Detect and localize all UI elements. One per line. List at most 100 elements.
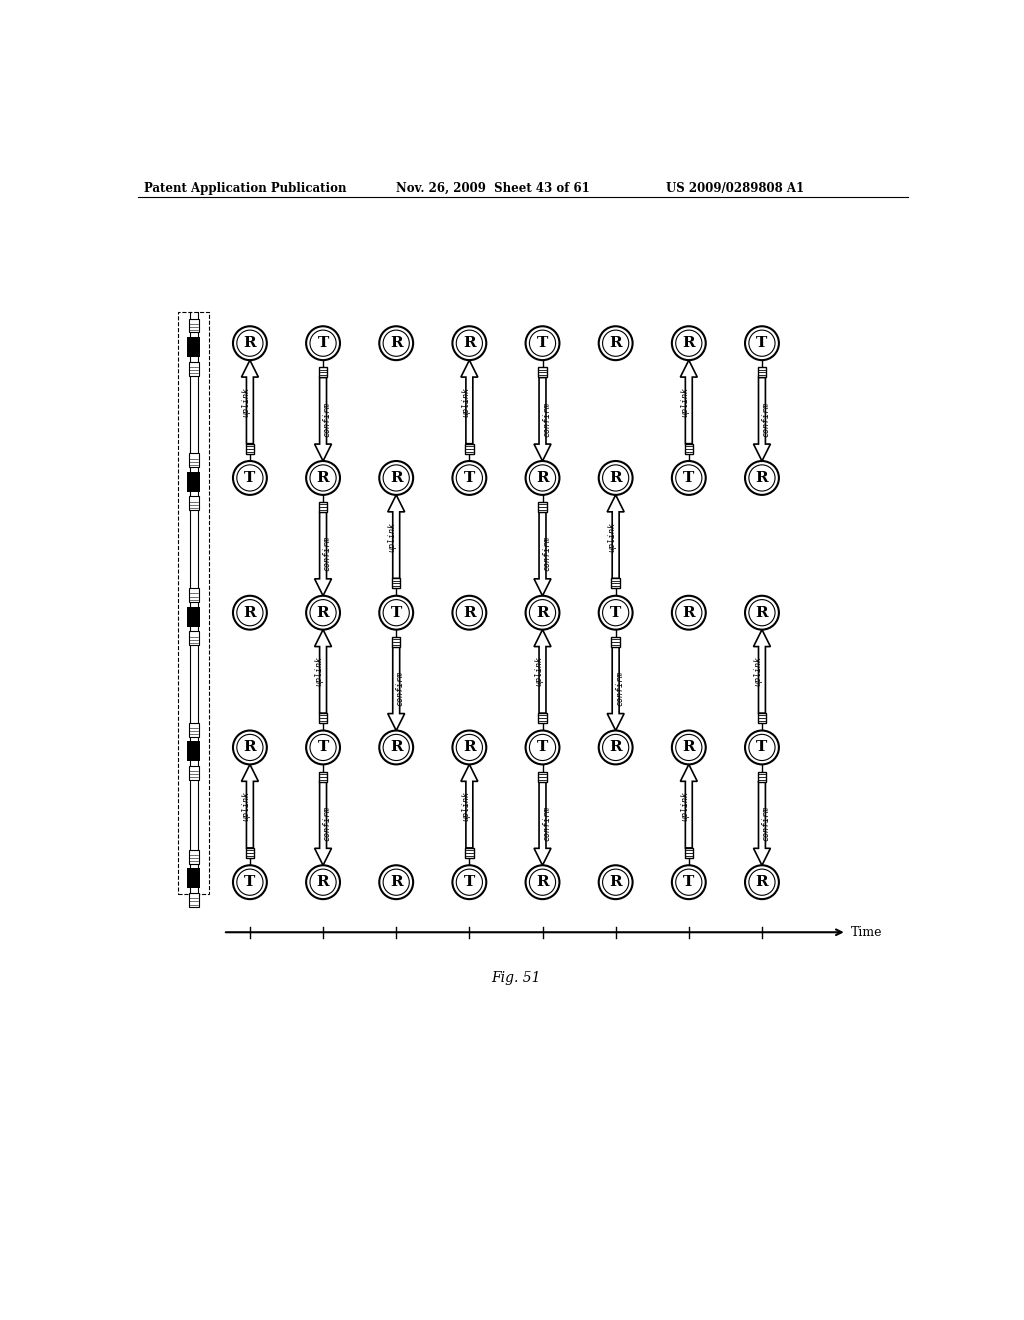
Text: R: R <box>756 875 768 890</box>
Circle shape <box>306 866 340 899</box>
Text: uplink: uplink <box>607 521 616 552</box>
Circle shape <box>233 595 267 630</box>
Text: R: R <box>390 875 402 890</box>
Circle shape <box>745 866 779 899</box>
Polygon shape <box>607 647 625 730</box>
Text: Time: Time <box>851 925 882 939</box>
Polygon shape <box>754 378 770 461</box>
Text: T: T <box>464 471 475 484</box>
Polygon shape <box>754 781 770 866</box>
Circle shape <box>525 595 559 630</box>
Text: T: T <box>317 337 329 350</box>
Bar <box>392 638 400 647</box>
Text: confirm: confirm <box>323 536 332 572</box>
Text: T: T <box>537 741 548 755</box>
Circle shape <box>379 595 413 630</box>
Text: T: T <box>390 606 401 619</box>
Text: confirm: confirm <box>542 536 551 572</box>
Bar <box>188 496 199 511</box>
Polygon shape <box>680 764 697 847</box>
Circle shape <box>379 326 413 360</box>
Polygon shape <box>314 512 332 595</box>
Bar <box>392 578 400 589</box>
Text: uplink: uplink <box>461 791 470 821</box>
Text: uplink: uplink <box>535 656 543 686</box>
Bar <box>188 453 199 467</box>
Text: R: R <box>609 337 622 350</box>
Circle shape <box>379 730 413 764</box>
Circle shape <box>672 595 706 630</box>
Bar <box>188 892 199 907</box>
Circle shape <box>233 326 267 360</box>
Bar <box>318 502 328 512</box>
Circle shape <box>453 595 486 630</box>
Bar <box>187 869 201 888</box>
Bar <box>611 638 620 647</box>
Bar <box>611 578 620 589</box>
Circle shape <box>306 461 340 495</box>
Circle shape <box>306 595 340 630</box>
Text: uplink: uplink <box>242 387 251 417</box>
Text: T: T <box>683 471 694 484</box>
Polygon shape <box>535 378 551 461</box>
Circle shape <box>233 866 267 899</box>
Text: R: R <box>390 741 402 755</box>
Circle shape <box>525 730 559 764</box>
Text: confirm: confirm <box>615 672 624 706</box>
Bar <box>188 766 199 780</box>
Bar <box>246 847 254 858</box>
Circle shape <box>599 326 633 360</box>
Text: uplink: uplink <box>681 387 689 417</box>
Bar <box>187 607 201 627</box>
Text: Nov. 26, 2009  Sheet 43 of 61: Nov. 26, 2009 Sheet 43 of 61 <box>396 182 590 194</box>
Bar <box>188 362 199 376</box>
Polygon shape <box>461 764 478 847</box>
Text: confirm: confirm <box>542 401 551 437</box>
Circle shape <box>672 866 706 899</box>
Circle shape <box>745 326 779 360</box>
Text: T: T <box>610 606 622 619</box>
Text: R: R <box>609 471 622 484</box>
Text: uplink: uplink <box>242 791 251 821</box>
Text: R: R <box>756 471 768 484</box>
Text: T: T <box>464 875 475 890</box>
Text: R: R <box>683 337 695 350</box>
Text: R: R <box>683 606 695 619</box>
Circle shape <box>745 595 779 630</box>
Circle shape <box>453 730 486 764</box>
Circle shape <box>525 326 559 360</box>
Polygon shape <box>754 630 770 713</box>
Text: T: T <box>537 337 548 350</box>
Text: confirm: confirm <box>761 807 770 841</box>
Polygon shape <box>680 360 697 444</box>
Polygon shape <box>535 512 551 595</box>
Bar <box>188 723 199 737</box>
Circle shape <box>745 461 779 495</box>
Text: uplink: uplink <box>461 387 470 417</box>
Text: R: R <box>609 741 622 755</box>
Circle shape <box>306 730 340 764</box>
Circle shape <box>379 866 413 899</box>
Polygon shape <box>388 495 404 578</box>
Circle shape <box>233 461 267 495</box>
Text: Patent Application Publication: Patent Application Publication <box>144 182 347 194</box>
Text: uplink: uplink <box>754 656 763 686</box>
Circle shape <box>525 866 559 899</box>
Text: confirm: confirm <box>323 807 332 841</box>
Text: T: T <box>683 875 694 890</box>
Text: confirm: confirm <box>542 807 551 841</box>
Circle shape <box>745 730 779 764</box>
Polygon shape <box>535 630 551 713</box>
Bar <box>318 713 328 723</box>
Text: R: R <box>390 471 402 484</box>
Text: T: T <box>757 741 768 755</box>
Bar <box>188 318 199 333</box>
Bar <box>465 847 473 858</box>
Text: R: R <box>316 606 330 619</box>
Text: R: R <box>537 875 549 890</box>
Circle shape <box>599 730 633 764</box>
Bar <box>188 631 199 645</box>
Polygon shape <box>314 781 332 866</box>
Polygon shape <box>242 764 258 847</box>
Bar <box>758 713 766 723</box>
